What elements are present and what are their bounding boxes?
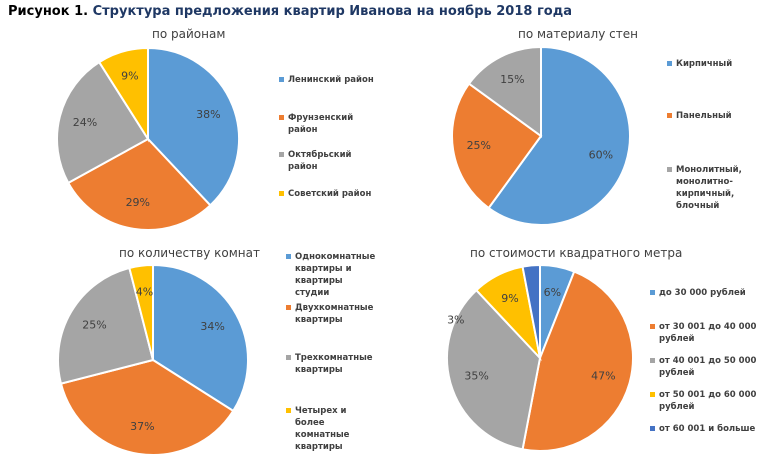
figure-title: Рисунок 1. Структура предложения квартир…	[8, 4, 572, 19]
data-label: 37%	[130, 420, 154, 433]
legend-swatch	[650, 392, 655, 397]
data-label: 47%	[591, 369, 615, 382]
legend-label: Трехкомнатные квартиры	[295, 353, 373, 375]
legend-swatch	[650, 358, 655, 363]
legend-label: Кирпичный	[676, 59, 733, 69]
legend-label: Монолитный, монолитно-кирпичный, блочный	[676, 165, 742, 211]
data-label: 25%	[467, 139, 491, 152]
pie-chart: 38% 29% 24% 9%	[56, 46, 240, 231]
figure-title-text: Структура предложения квартир Иванова на…	[92, 4, 572, 19]
pie-panel-districts: по районам 38% 29% 24% 9% Ленинский район Ф…	[0, 0, 383, 240]
legend-label: Однокомнатные квартиры и квартиры студии	[295, 252, 376, 298]
legend-swatch	[279, 152, 284, 157]
legend-item: Ленинский район	[279, 74, 389, 86]
data-label: 9%	[121, 70, 138, 83]
pie-slice	[451, 82, 543, 210]
data-label: 6%	[544, 286, 561, 299]
legend-swatch	[650, 290, 655, 295]
legend-swatch	[286, 305, 291, 310]
legend-label: от 60 001 и больше	[659, 424, 756, 434]
legend-item: Двухкомнатные квартиры	[286, 302, 374, 326]
pie-slice	[97, 46, 149, 143]
pie-slice	[56, 60, 150, 185]
data-label: 4%	[136, 286, 153, 299]
pie-slice	[467, 45, 542, 138]
legend-swatch	[279, 77, 284, 82]
legend-label: Советский район	[288, 189, 372, 199]
chart-title: по материалу стен	[518, 27, 638, 41]
legend-item: Кирпичный	[667, 58, 766, 70]
legend-item: Фрунзенский район	[279, 112, 369, 136]
pie-chart: 60% 25% 15%	[451, 45, 632, 226]
pie-slice	[59, 358, 235, 456]
legend-item: Четырех и более комнатные квартиры	[286, 405, 370, 453]
legend-item: Монолитный, монолитно-кирпичный, блочный	[667, 164, 749, 212]
data-label: 24%	[73, 116, 97, 129]
legend-label: от 30 001 до 40 000 рублей	[659, 322, 757, 344]
pie-chart: 6% 47% 35% 9% 3%	[446, 263, 634, 452]
pie-slice	[521, 263, 541, 359]
legend-item: от 40 001 до 50 000 рублей	[650, 355, 760, 379]
legend-swatch	[286, 254, 291, 259]
legend-item: до 30 000 рублей	[650, 287, 760, 299]
data-label: 29%	[126, 196, 150, 209]
data-label: 9%	[501, 292, 518, 305]
legend-item: от 60 001 и больше	[650, 423, 760, 435]
legend-swatch	[667, 61, 672, 66]
legend-swatch	[650, 426, 655, 431]
pie-slice	[128, 263, 154, 361]
legend-swatch	[279, 115, 284, 120]
pie-slice	[446, 288, 542, 451]
data-label: 25%	[82, 318, 106, 331]
legend-swatch	[667, 167, 672, 172]
legend-item: Октябрьский район	[279, 149, 369, 173]
data-label: 38%	[196, 108, 220, 121]
pie-panel-rooms: по количеству комнат 34% 37% 25% 4% Одноком…	[0, 240, 383, 466]
legend-item: Панельный	[667, 110, 766, 122]
pie-slice	[487, 45, 632, 226]
legend-label: до 30 000 рублей	[659, 288, 746, 298]
legend-swatch	[667, 113, 672, 118]
pie-panel-price-per-sqm: по стоимости квадратного метра 6% 47% 35% 9…	[383, 240, 766, 466]
chart-title: по количеству комнат	[119, 246, 260, 260]
legend-label: Октябрьский район	[288, 150, 352, 172]
legend-label: от 50 001 до 60 000 рублей	[659, 390, 757, 412]
data-label: 60%	[589, 149, 613, 162]
legend-swatch	[286, 355, 291, 360]
legend-label: от 40 001 до 50 000 рублей	[659, 356, 757, 378]
legend-swatch	[650, 324, 655, 329]
data-label: 35%	[464, 369, 488, 382]
legend-item: Советский район	[279, 188, 389, 200]
chart-title: по районам	[152, 27, 226, 41]
figure-number: Рисунок 1.	[8, 4, 89, 19]
legend-label: Панельный	[676, 111, 732, 121]
legend-item: от 50 001 до 60 000 рублей	[650, 389, 760, 413]
data-label: 3%	[447, 313, 464, 326]
legend-label: Ленинский район	[288, 75, 374, 85]
legend-item: Трехкомнатные квартиры	[286, 352, 373, 376]
pie-slice	[66, 137, 212, 231]
legend-label: Четырех и более комнатные квартиры	[295, 406, 350, 452]
pie-slice	[521, 270, 634, 452]
legend-label: Двухкомнатные квартиры	[295, 303, 374, 325]
legend-label: Фрунзенский район	[288, 113, 354, 135]
pie-panel-wall-material: по материалу стен 60% 25% 15% Кирпичный Па…	[383, 0, 766, 240]
pie-slice	[56, 266, 155, 385]
data-label: 34%	[200, 320, 224, 333]
legend-swatch	[279, 191, 284, 196]
pie-slice	[147, 46, 240, 207]
pie-chart: 34% 37% 25% 4%	[56, 263, 249, 456]
legend-swatch	[286, 408, 291, 413]
chart-title: по стоимости квадратного метра	[470, 246, 683, 260]
legend-item: от 30 001 до 40 000 рублей	[650, 321, 760, 345]
data-label: 15%	[500, 73, 524, 86]
legend-item: Однокомнатные квартиры и квартиры студии	[286, 251, 376, 299]
